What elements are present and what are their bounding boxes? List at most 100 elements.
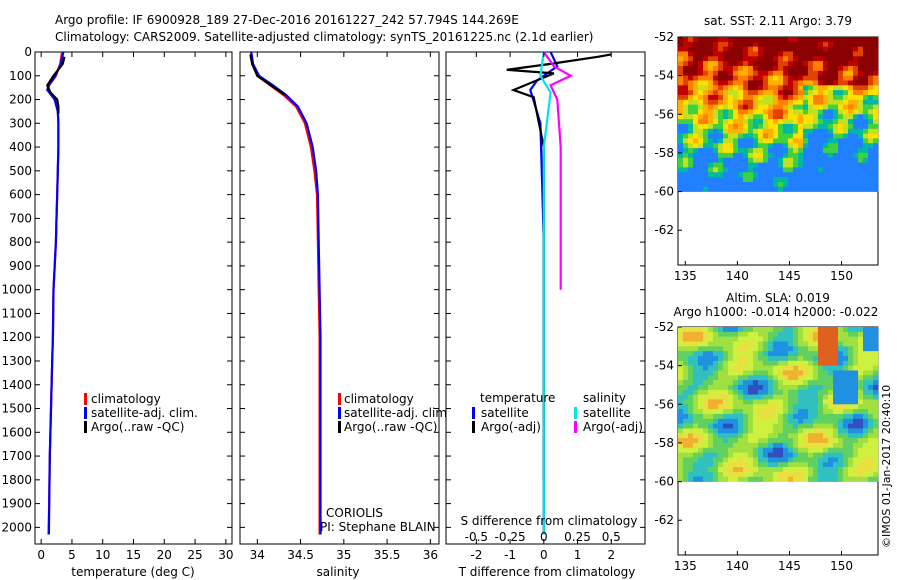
heatmap-cell	[818, 46, 824, 52]
legend-header-salinity: salinity	[583, 391, 626, 405]
heatmap-cell	[728, 462, 734, 468]
heatmap-cell	[728, 467, 734, 473]
heatmap-cell	[823, 462, 829, 468]
heatmap-cell	[863, 438, 869, 444]
heatmap-cell	[813, 162, 819, 168]
heatmap-cell	[803, 152, 809, 159]
heatmap-cell	[863, 389, 869, 395]
heatmap-cell	[703, 109, 709, 115]
heatmap-cell	[718, 109, 724, 115]
heatmap-cell	[703, 452, 709, 458]
heatmap-cell	[838, 162, 844, 168]
heatmap-cell	[873, 462, 879, 468]
heatmap-cell	[743, 409, 749, 415]
heatmap-cell	[778, 341, 784, 347]
heatmap-cell	[848, 471, 854, 478]
heatmap-cell	[873, 138, 879, 144]
heatmap-cell	[848, 341, 854, 347]
heatmap-cell	[868, 438, 874, 444]
heatmap-cell	[723, 80, 729, 86]
heatmap-cell	[703, 365, 709, 371]
heatmap-cell	[788, 109, 794, 115]
heatmap-cell	[718, 327, 724, 333]
heatmap-cell	[788, 462, 794, 468]
heatmap-cell	[753, 46, 759, 52]
heatmap-cell	[768, 114, 774, 120]
y-tick-label: 1500	[1, 402, 32, 416]
heatmap-cell	[838, 46, 844, 52]
heatmap-cell	[708, 85, 714, 91]
heatmap-cell	[818, 370, 824, 376]
heatmap-cell	[818, 365, 824, 371]
heatmap-cell	[703, 65, 709, 72]
heatmap-cell	[758, 365, 764, 371]
heatmap-cell	[708, 438, 714, 444]
heatmap-cell	[808, 389, 814, 395]
heatmap-cell	[813, 471, 819, 478]
heatmap-cell	[818, 138, 824, 144]
heatmap-cell	[693, 46, 699, 52]
heatmap-cell	[798, 109, 804, 115]
heatmap-cell	[728, 447, 734, 453]
heatmap-cell	[713, 99, 719, 105]
heatmap-cell	[808, 341, 814, 347]
heatmap-cell	[793, 61, 799, 67]
heatmap-cell	[853, 167, 859, 173]
heatmap-cell	[848, 148, 854, 154]
heatmap-cell	[818, 384, 824, 391]
heatmap-cell	[703, 162, 709, 168]
heatmap-cell	[713, 138, 719, 144]
heatmap-cell	[708, 75, 714, 81]
heatmap-cell	[858, 75, 864, 81]
heatmap-cell	[768, 152, 774, 159]
heatmap-cell	[848, 375, 854, 381]
heatmap-cell	[718, 365, 724, 371]
heatmap-cell	[683, 327, 689, 333]
heatmap-cell	[718, 452, 724, 458]
heatmap-cell	[848, 365, 854, 371]
heatmap-cell	[708, 370, 714, 376]
heatmap-cell	[688, 94, 694, 101]
heatmap-cell	[738, 186, 744, 192]
heatmap-cell	[813, 380, 819, 386]
heatmap-cell	[793, 399, 799, 405]
heatmap-cell	[828, 114, 834, 120]
heatmap-cell	[788, 365, 794, 371]
heatmap-cell	[853, 327, 859, 333]
heatmap-cell	[833, 37, 839, 43]
heatmap-cell	[793, 80, 799, 86]
heatmap-cell	[818, 399, 824, 405]
heatmap-cell	[803, 384, 809, 391]
heatmap-cell	[728, 409, 734, 415]
heatmap-cell	[708, 41, 714, 47]
heatmap-cell	[693, 355, 699, 362]
heatmap-cell	[873, 99, 879, 105]
heatmap-cell	[743, 341, 749, 347]
heatmap-cell	[693, 119, 699, 125]
heatmap-cell	[803, 404, 809, 410]
heatmap-cell	[718, 331, 724, 337]
heatmap-cell	[703, 41, 709, 47]
heatmap-cell	[853, 462, 859, 468]
heatmap-cell	[753, 99, 759, 105]
heatmap-cell	[698, 433, 704, 439]
legend-swatch-climatology	[338, 393, 341, 405]
heatmap-cell	[788, 70, 794, 76]
heatmap-cell	[718, 41, 724, 47]
heatmap-cell	[758, 123, 764, 130]
heatmap-cell	[738, 384, 744, 391]
heatmap-cell	[718, 389, 724, 395]
heatmap-cell	[743, 389, 749, 395]
heatmap-cell	[698, 404, 704, 410]
heatmap-cell	[873, 418, 879, 424]
heatmap-cell	[708, 476, 714, 482]
heatmap-cell	[863, 404, 869, 410]
heatmap-cell	[873, 404, 879, 410]
heatmap-cell	[808, 467, 814, 473]
heatmap-cell	[718, 167, 724, 173]
y-tick-label: 100	[9, 69, 32, 83]
heatmap-cell	[868, 128, 874, 134]
heatmap-cell	[838, 331, 844, 337]
heatmap-cell	[838, 157, 844, 163]
heatmap-cell	[863, 51, 869, 57]
